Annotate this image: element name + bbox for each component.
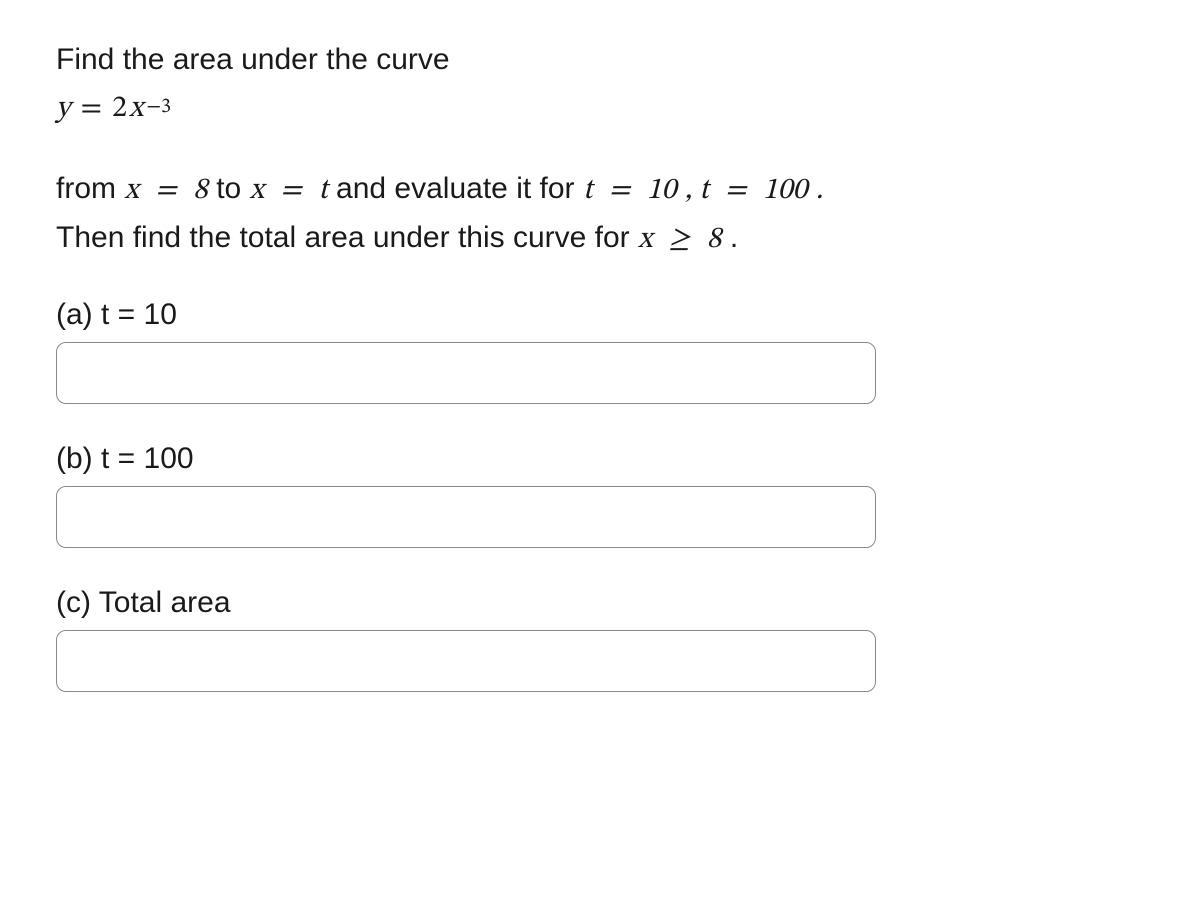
part-a-input[interactable] xyxy=(56,342,876,404)
part-b-label: (b) t = 100 xyxy=(56,442,1144,476)
val-8: 8 xyxy=(193,176,208,206)
x-var-1: x xyxy=(124,176,138,206)
mid-text: and evaluate it for xyxy=(336,172,583,205)
eq-4: = xyxy=(725,176,747,206)
ge-sign: ≥ xyxy=(669,225,691,255)
then-bound: 8 xyxy=(707,225,722,255)
eq-1: = xyxy=(155,176,177,206)
then-x: x xyxy=(638,225,652,255)
from-word: from xyxy=(56,172,124,205)
eq-2: = xyxy=(280,176,302,206)
part-b-input[interactable] xyxy=(56,486,876,548)
comma: , xyxy=(685,176,699,206)
question-page: Find the area under the curve y = 2 x −3… xyxy=(0,0,1200,732)
eq-3: = xyxy=(609,176,631,206)
to-word: to xyxy=(216,172,249,205)
eq-coef: 2 xyxy=(112,89,127,130)
range-period: . xyxy=(816,176,823,206)
range-line: from x = 8 to x = t and evaluate it for … xyxy=(56,169,1144,212)
part-c-label: (c) Total area xyxy=(56,586,1144,620)
t-var-2: t xyxy=(699,176,708,206)
then-line: Then find the total area under this curv… xyxy=(56,218,1144,261)
intro-text: Find the area under the curve xyxy=(56,40,1144,81)
then-pre: Then find the total area under this curv… xyxy=(56,221,638,254)
tv-100: 100 xyxy=(763,176,808,206)
equation: y = 2 x −3 xyxy=(56,87,1144,130)
then-period: . xyxy=(730,221,738,254)
part-a-label: (a) t = 10 xyxy=(56,298,1144,332)
t-var-1: t xyxy=(583,176,592,206)
eq-exp: −3 xyxy=(146,93,171,121)
val-t: t xyxy=(318,176,327,206)
eq-equals: = xyxy=(81,89,103,130)
part-c-input[interactable] xyxy=(56,630,876,692)
tv-10: 10 xyxy=(647,176,677,206)
x-var-2: x xyxy=(250,176,264,206)
eq-lhs: y xyxy=(56,89,71,130)
eq-var: x xyxy=(129,89,143,130)
